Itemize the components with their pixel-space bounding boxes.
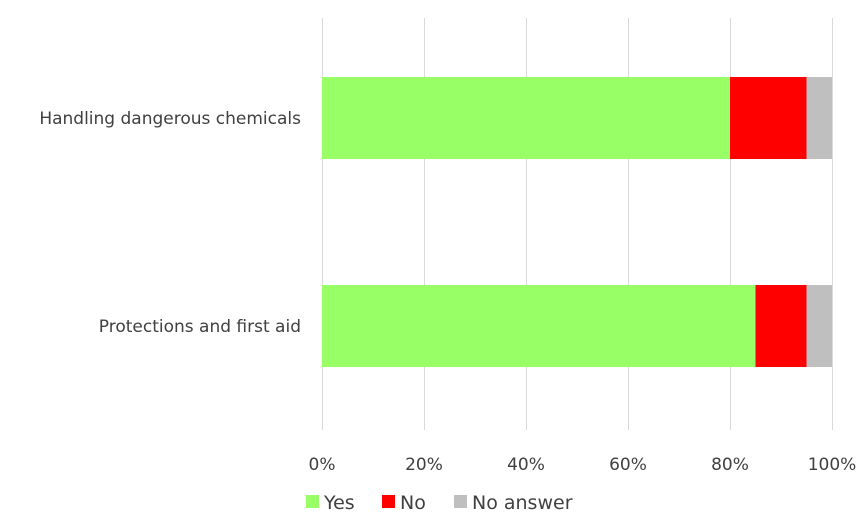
bar-yes	[322, 285, 756, 367]
bar-yes	[322, 77, 730, 159]
bar-no	[755, 285, 807, 367]
bar-no	[730, 77, 807, 159]
category-label: Protections and first aid	[99, 317, 301, 337]
bar-no-answer	[806, 77, 832, 159]
x-axis-tick-labels: 0% 20% 40% 60% 80% 100%	[309, 455, 857, 475]
tick-label: 20%	[405, 455, 443, 475]
tick-label: 40%	[507, 455, 545, 475]
legend-swatch	[454, 495, 467, 508]
tick-label: 100%	[808, 455, 857, 475]
legend-label: No	[400, 492, 426, 514]
legend-swatch	[306, 495, 319, 508]
tick-label: 60%	[609, 455, 647, 475]
legend-label: Yes	[323, 492, 355, 514]
category-labels: Handling dangerous chemicals Protections …	[39, 109, 301, 337]
bar-no-answer	[806, 285, 832, 367]
tick-label: 0%	[309, 455, 336, 475]
legend: Yes No No answer	[306, 492, 573, 514]
category-label: Handling dangerous chemicals	[39, 109, 301, 129]
tick-label: 80%	[711, 455, 749, 475]
legend-label: No answer	[472, 492, 573, 514]
legend-swatch	[382, 495, 395, 508]
bars	[322, 77, 832, 367]
